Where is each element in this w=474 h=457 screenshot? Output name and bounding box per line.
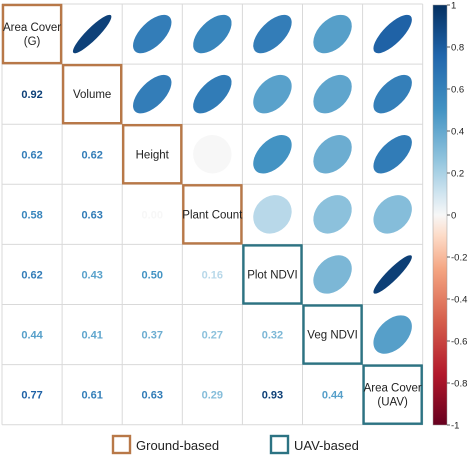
correlation-ellipse (72, 14, 112, 54)
group-box (302, 304, 363, 365)
coefficient-label: 0.62 (21, 149, 42, 161)
variable-label: (G) (24, 36, 41, 48)
diagonal-labels: Area Cover (G) Volume Height Plant Count Plot… (3, 22, 422, 409)
coefficient-label: 0.44 (21, 330, 43, 342)
correlation-ellipse (313, 255, 352, 294)
correlation-ellipse (133, 74, 172, 114)
correlation-ellipse (313, 135, 352, 174)
colorbar-tick-label: -0.4 (451, 295, 467, 306)
correlation-ellipse (193, 14, 232, 54)
coefficient-label: 0.63 (81, 209, 102, 221)
matrix-cells: 0.92 0.62 0.62 0.58 0.63 0.00 0.62 0.43 0.50 0.16… (21, 14, 412, 402)
coefficient-label: 0.62 (81, 149, 102, 161)
correlation-ellipse (193, 74, 232, 114)
correlation-ellipse (133, 14, 172, 54)
colorbar-tick-label: 0.2 (451, 169, 464, 180)
variable-label: Plant Count (182, 209, 243, 221)
variable-label: Plot NDVI (247, 269, 298, 281)
correlation-ellipse (373, 14, 412, 54)
coefficient-label: 0.50 (142, 269, 163, 281)
colorbar-tick-label: -0.2 (451, 253, 467, 264)
colorbar-tick-label: -1 (451, 421, 459, 432)
colorbar-gradient (432, 4, 448, 426)
variable-label: Veg NDVI (307, 330, 358, 342)
group-box (1, 3, 63, 65)
variable-label: Height (136, 149, 170, 161)
coefficient-label: 0.92 (21, 89, 42, 101)
correlation-ellipse (313, 195, 352, 234)
coefficient-label: 0.93 (262, 390, 283, 402)
variable-label: (UAV) (377, 397, 408, 409)
correlation-ellipse (253, 135, 292, 174)
colorbar-tick-label: 0.8 (451, 43, 464, 54)
coefficient-label: 0.77 (21, 390, 42, 402)
coefficient-label: 0.16 (202, 269, 223, 281)
colorbar-tick-label: 0.6 (451, 85, 464, 96)
correlation-ellipse (373, 195, 412, 234)
legend-swatch (111, 434, 132, 455)
coefficient-label: 0.58 (21, 209, 42, 221)
variable-label: Area Cover (364, 383, 422, 395)
group-boxes (1, 3, 423, 425)
correlation-ellipse (253, 195, 292, 234)
correlation-ellipse (373, 315, 412, 354)
colorbar-tick-label: 0.4 (451, 127, 464, 138)
correlation-ellipse (373, 135, 412, 174)
legend-swatch (269, 434, 290, 455)
correlation-ellipse (253, 14, 292, 54)
colorbar-tick-label: 1 (451, 1, 456, 12)
correlation-ellipse (373, 74, 412, 114)
coefficient-label: 0.37 (142, 330, 163, 342)
colorbar-tick-label: -0.8 (451, 379, 467, 390)
coefficient-label: 0.44 (322, 390, 344, 402)
coefficient-label: 0.29 (202, 390, 223, 402)
group-box (182, 184, 243, 245)
group-box (362, 364, 423, 425)
correlation-ellipse (253, 74, 292, 114)
variable-label: Area Cover (3, 22, 61, 34)
correlation-ellipse (193, 135, 232, 174)
coefficient-label: 0.32 (262, 330, 283, 342)
coefficient-label: 0.62 (21, 269, 42, 281)
coefficient-label: 0.00 (142, 209, 163, 221)
coefficient-label: 0.43 (81, 269, 102, 281)
correlation-ellipse (373, 255, 412, 294)
colorbar-tick-label: -0.6 (451, 337, 467, 348)
group-legend: Ground-based UAV-based (111, 434, 359, 455)
coefficient-label: 0.41 (81, 330, 102, 342)
colorbar: 1 0.8 0.6 0.4 0.2 0 -0.2 -0.4 -0.6 -0.8 -1 (432, 1, 467, 432)
coefficient-label: 0.27 (202, 330, 223, 342)
variable-label: Volume (73, 89, 111, 101)
correlation-ellipse (313, 74, 352, 114)
coefficient-label: 0.61 (81, 390, 102, 402)
legend-label: UAV-based (294, 438, 359, 453)
legend-label: Ground-based (136, 438, 219, 453)
correlation-ellipse (313, 14, 352, 54)
group-box (121, 123, 183, 185)
group-box (61, 63, 123, 125)
colorbar-tick-label: 0 (451, 211, 456, 222)
group-box (242, 244, 303, 305)
coefficient-label: 0.63 (142, 390, 163, 402)
